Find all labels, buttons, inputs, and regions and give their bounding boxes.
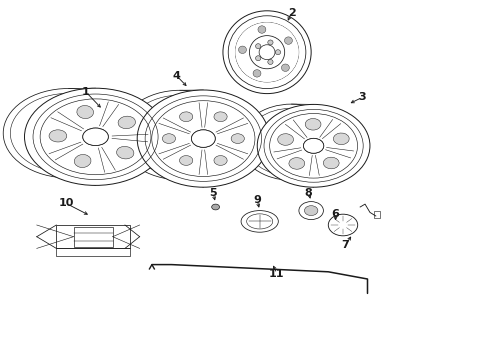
Ellipse shape [303,138,324,153]
Ellipse shape [192,130,215,147]
Ellipse shape [303,138,324,153]
Ellipse shape [333,133,349,145]
Ellipse shape [212,204,220,210]
Ellipse shape [328,214,358,236]
Text: 6: 6 [332,209,340,219]
Ellipse shape [214,156,227,165]
Ellipse shape [256,44,261,49]
Ellipse shape [83,128,108,145]
Ellipse shape [24,88,167,185]
Text: 5: 5 [209,188,217,198]
Ellipse shape [239,46,246,54]
Ellipse shape [323,157,339,169]
Ellipse shape [259,45,275,60]
Text: 11: 11 [269,269,285,279]
Ellipse shape [258,26,266,33]
Ellipse shape [137,90,270,187]
Ellipse shape [214,112,227,122]
Text: 3: 3 [359,92,367,102]
Ellipse shape [162,134,175,143]
Ellipse shape [268,40,273,45]
Ellipse shape [179,156,193,165]
Ellipse shape [241,211,278,232]
Ellipse shape [83,128,108,145]
Text: 8: 8 [305,188,313,198]
Ellipse shape [192,130,215,147]
Text: 2: 2 [288,8,295,18]
Ellipse shape [281,64,290,71]
Ellipse shape [49,130,67,142]
Ellipse shape [285,37,293,44]
Ellipse shape [256,56,261,61]
Ellipse shape [257,104,370,187]
Text: 9: 9 [253,195,261,205]
Ellipse shape [249,36,285,69]
Ellipse shape [268,59,273,64]
Ellipse shape [289,158,305,169]
Ellipse shape [118,116,135,129]
Ellipse shape [235,22,299,82]
Ellipse shape [231,134,245,143]
Ellipse shape [275,50,281,55]
Text: 10: 10 [58,198,74,208]
Ellipse shape [74,154,91,167]
Text: 1: 1 [82,87,90,97]
Text: 4: 4 [172,71,180,81]
Ellipse shape [305,118,321,130]
Ellipse shape [278,134,294,145]
Text: 7: 7 [342,240,349,250]
Ellipse shape [253,69,261,77]
Ellipse shape [304,206,318,216]
Ellipse shape [179,112,193,122]
Ellipse shape [117,147,134,159]
Ellipse shape [299,202,323,220]
Ellipse shape [77,105,94,118]
